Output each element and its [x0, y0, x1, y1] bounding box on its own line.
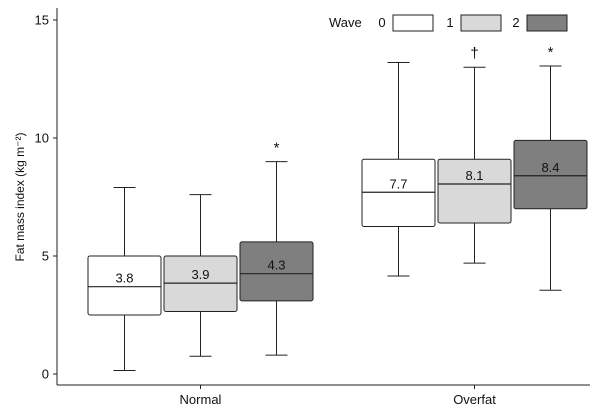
legend-title: Wave	[329, 15, 362, 30]
y-tick-label: 0	[42, 367, 49, 382]
data-label: 8.1	[465, 168, 483, 183]
y-tick-label: 5	[42, 249, 49, 264]
legend-entry-label: 2	[512, 15, 519, 30]
legend-swatch	[526, 14, 568, 32]
box-iqr	[513, 139, 588, 210]
data-label: 8.4	[541, 160, 559, 175]
box-iqr	[437, 158, 512, 224]
significance-marker: *	[548, 44, 554, 61]
y-axis-label: Fat mass index (kg m⁻²)	[13, 132, 27, 261]
data-label: 7.7	[389, 176, 407, 191]
legend-swatch	[392, 14, 434, 32]
x-category-label: Overfat	[453, 392, 496, 407]
legend-entry-label: 0	[378, 15, 385, 30]
x-category-label: Normal	[180, 392, 222, 407]
legend-swatch	[460, 14, 502, 32]
significance-marker: †	[470, 45, 478, 62]
box-iqr	[87, 255, 162, 316]
data-label: 3.9	[191, 267, 209, 282]
significance-marker: *	[274, 140, 280, 157]
data-label: 4.3	[267, 258, 285, 273]
y-tick-label: 10	[35, 131, 49, 146]
box-iqr	[239, 241, 314, 302]
legend-entry-label: 1	[446, 15, 453, 30]
data-label: 3.8	[115, 271, 133, 286]
y-tick-label: 15	[35, 13, 49, 28]
